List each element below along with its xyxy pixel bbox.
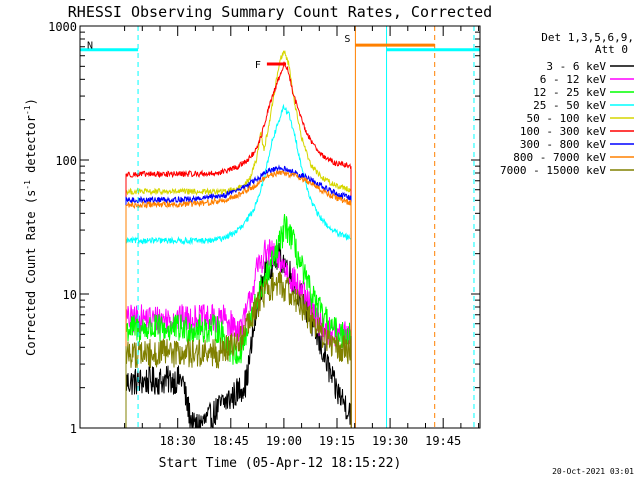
y-axis-label: Corrected Count Rate (s-1 detector-1) xyxy=(23,98,38,356)
y-axis-label-sup1: -1 xyxy=(23,180,32,190)
series-line-9 xyxy=(125,271,352,429)
series-line-7 xyxy=(125,164,352,429)
series-line-3 xyxy=(125,214,352,429)
y-tick-label-4: 1000 xyxy=(48,20,77,34)
flare-label: F xyxy=(255,60,261,71)
night-label: N xyxy=(87,41,93,52)
legend-label-4: 25 - 50 keV xyxy=(533,99,606,112)
legend-header-2: Att 0 xyxy=(595,43,628,56)
series-line-8 xyxy=(125,169,352,429)
series-line-6 xyxy=(125,61,352,429)
legend-label-3: 12 - 25 keV xyxy=(533,86,606,99)
x-axis-label: Start Time (05-Apr-12 18:15:22) xyxy=(159,456,402,471)
legend-label-6: 100 - 300 keV xyxy=(520,125,606,138)
legend-label-8: 800 - 7000 keV xyxy=(513,151,606,164)
x-tick-label-1: 18:30 xyxy=(160,434,196,448)
saa-label: S xyxy=(344,34,350,45)
legend-label-2: 6 - 12 keV xyxy=(540,73,607,86)
y-tick-label-2: 10 xyxy=(63,288,77,302)
chart-title: RHESSI Observing Summary Count Rates, Co… xyxy=(68,3,492,21)
footer-timestamp: 20-Oct-2021 03:01 xyxy=(552,467,634,476)
y-axis-label-main: Corrected Count Rate (s xyxy=(24,190,38,356)
y-axis-label-end: ) xyxy=(24,98,38,105)
y-tick-label-3: 100 xyxy=(55,154,77,168)
legend-label-1: 3 - 6 keV xyxy=(546,60,606,73)
x-tick-label-4: 19:15 xyxy=(319,434,355,448)
legend-label-7: 300 - 800 keV xyxy=(520,138,606,151)
x-tick-label-2: 18:45 xyxy=(213,434,249,448)
x-tick-label-3: 19:00 xyxy=(266,434,302,448)
plot-frame xyxy=(79,25,481,429)
tick-layer: 1 10 100 1000 18:30 18:45 19:00 19:15 19:30 19:45 xyxy=(48,20,480,448)
y-axis-label-mid: detector xyxy=(24,115,38,180)
legend-header-1: Det 1,3,5,6,9, xyxy=(541,31,634,44)
annotation-layer: N S F xyxy=(79,26,480,428)
x-tick-label-6: 19:45 xyxy=(425,434,461,448)
x-tick-label-5: 19:30 xyxy=(372,434,408,448)
y-tick-label-1: 1 xyxy=(70,422,77,436)
series-line-4 xyxy=(125,103,352,429)
legend-label-5: 50 - 100 keV xyxy=(527,112,607,125)
legend-label-9: 7000 - 15000 keV xyxy=(500,164,606,177)
data-layer xyxy=(125,50,352,429)
y-axis-label-sup2: -1 xyxy=(23,105,32,115)
